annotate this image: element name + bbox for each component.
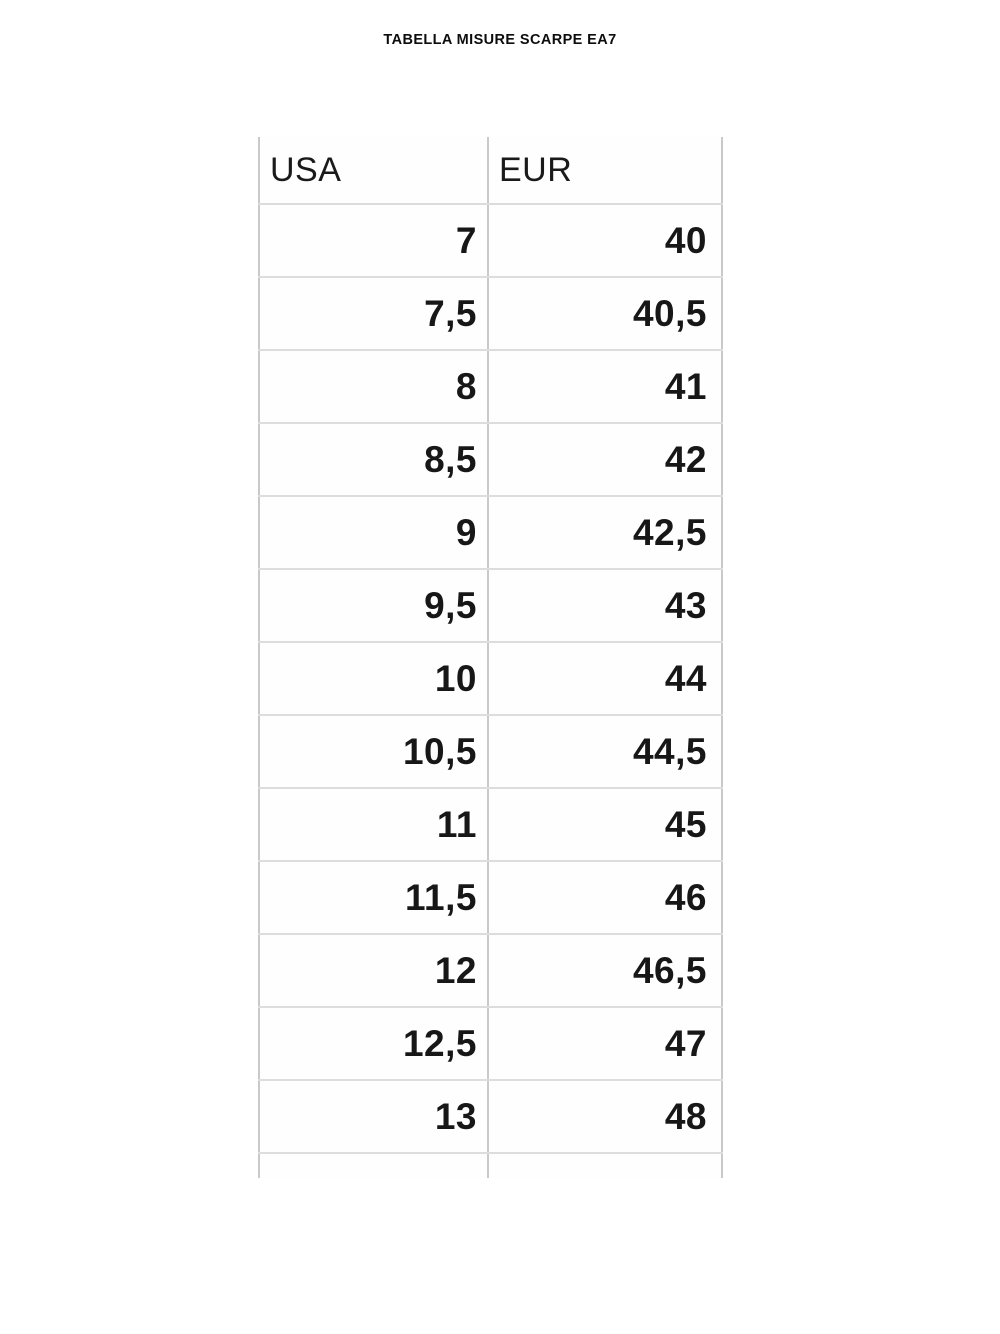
cell-eur-size: 41: [487, 350, 723, 424]
cell-usa-size: 8,5: [258, 423, 489, 497]
cell-eur-size: 46,5: [487, 934, 723, 1008]
cell-eur-size: 45: [487, 788, 723, 862]
cell-empty: [258, 1153, 489, 1178]
cell-usa-size: 9: [258, 496, 489, 570]
cell-usa-size: 10: [258, 642, 489, 716]
cell-usa-size: 12,5: [258, 1007, 489, 1081]
table-row: 8,5 42: [258, 423, 723, 497]
column-header-eur: EUR: [487, 137, 723, 205]
table-row: 8 41: [258, 350, 723, 424]
table-row: 12,5 47: [258, 1007, 723, 1081]
table-row: 11 45: [258, 788, 723, 862]
cell-usa-size: 9,5: [258, 569, 489, 643]
cell-usa-size: 7: [258, 204, 489, 278]
cell-eur-size: 44: [487, 642, 723, 716]
table-row: 10 44: [258, 642, 723, 716]
cell-eur-size: 40,5: [487, 277, 723, 351]
table-row-empty: [258, 1153, 723, 1178]
cell-usa-size: 12: [258, 934, 489, 1008]
cell-eur-size: 47: [487, 1007, 723, 1081]
table-row: 7 40: [258, 204, 723, 278]
cell-eur-size: 46: [487, 861, 723, 935]
shoe-size-table: USA EUR 7 40 7,5 40,5 8 41 8,5 42 9 42,5 9,5 43 10 44…: [258, 137, 723, 1178]
table-header-row: USA EUR: [258, 137, 723, 205]
table-row: 11,5 46: [258, 861, 723, 935]
table-row: 10,5 44,5: [258, 715, 723, 789]
cell-usa-size: 13: [258, 1080, 489, 1154]
cell-usa-size: 11,5: [258, 861, 489, 935]
cell-eur-size: 44,5: [487, 715, 723, 789]
cell-usa-size: 7,5: [258, 277, 489, 351]
table-row: 9 42,5: [258, 496, 723, 570]
table-row: 9,5 43: [258, 569, 723, 643]
cell-empty: [487, 1153, 723, 1178]
table-body: 7 40 7,5 40,5 8 41 8,5 42 9 42,5 9,5 43 10 44 10,5 44,5…: [258, 204, 723, 1178]
table-row: 12 46,5: [258, 934, 723, 1008]
cell-eur-size: 42: [487, 423, 723, 497]
cell-usa-size: 11: [258, 788, 489, 862]
page-title: TABELLA MISURE SCARPE EA7: [383, 32, 617, 48]
column-header-usa: USA: [258, 137, 489, 205]
table-row: 7,5 40,5: [258, 277, 723, 351]
size-chart-container: USA EUR 7 40 7,5 40,5 8 41 8,5 42 9 42,5 9,5 43 10 44…: [258, 137, 723, 1178]
cell-eur-size: 48: [487, 1080, 723, 1154]
table-header: USA EUR: [258, 137, 723, 205]
cell-eur-size: 42,5: [487, 496, 723, 570]
cell-usa-size: 8: [258, 350, 489, 424]
cell-usa-size: 10,5: [258, 715, 489, 789]
table-row: 13 48: [258, 1080, 723, 1154]
cell-eur-size: 43: [487, 569, 723, 643]
cell-eur-size: 40: [487, 204, 723, 278]
